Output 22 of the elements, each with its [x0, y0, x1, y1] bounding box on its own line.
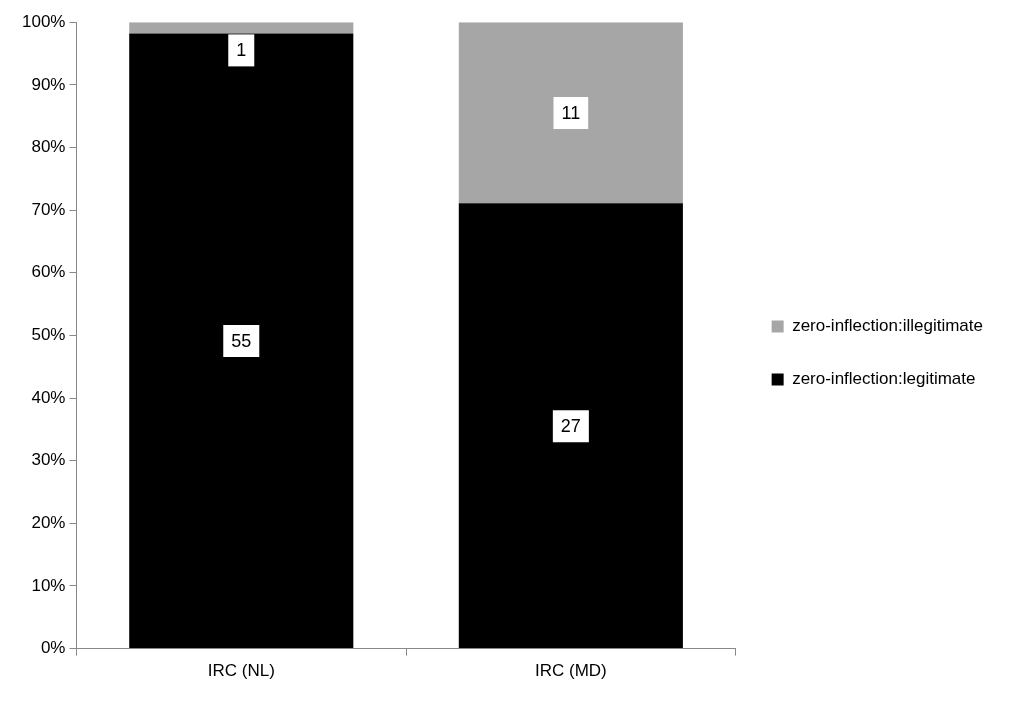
bar — [129, 33, 354, 649]
y-tick-label: 10% — [31, 575, 66, 595]
y-tick-label: 50% — [31, 325, 66, 345]
x-tick-label: IRC (MD) — [534, 661, 607, 681]
y-tick-label: 20% — [31, 513, 66, 533]
y-tick-label: 30% — [31, 450, 66, 470]
annotation: 55 — [231, 331, 252, 352]
legend-label: zero-inflection:illegitimate — [792, 316, 984, 336]
annotation: 11 — [561, 103, 581, 123]
y-tick-label: 90% — [31, 74, 66, 94]
annotation: 1 — [236, 40, 247, 61]
bar — [458, 203, 683, 649]
y-tick-label: 0% — [40, 638, 66, 658]
y-tick-label: 60% — [31, 262, 66, 282]
y-tick-label: 100% — [22, 11, 66, 31]
y-tick-label: 80% — [31, 137, 66, 157]
annotation: 27 — [560, 416, 581, 437]
x-tick-label: IRC (NL) — [207, 661, 275, 681]
legend-label: zero-inflection:legitimate — [792, 369, 976, 389]
bar — [458, 22, 683, 204]
y-tick-label: 40% — [31, 387, 66, 407]
y-tick-label: 70% — [31, 199, 66, 219]
